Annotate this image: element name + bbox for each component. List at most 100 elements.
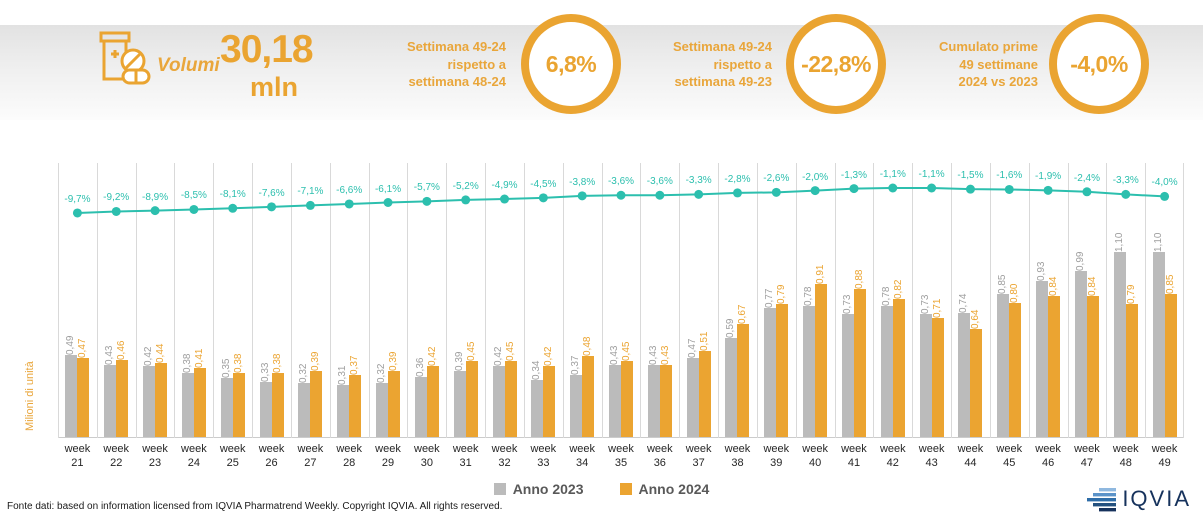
bar-anno-2024	[1125, 304, 1138, 437]
bar-value-label: 0,46	[116, 340, 128, 360]
bar-value-label: 0,79	[1125, 284, 1137, 305]
week-label: week 41	[841, 443, 867, 469]
week-label: week 33	[530, 443, 557, 469]
data-source-note: Fonte dati: based on information license…	[7, 501, 503, 512]
line-dot	[189, 204, 199, 214]
gridline	[96, 163, 98, 438]
week-label: week 45	[996, 443, 1023, 469]
week-label: week 39	[763, 443, 790, 469]
bar-value-label: 0,43	[609, 345, 620, 365]
line-dot	[849, 184, 859, 194]
legend-swatch-2024	[619, 483, 632, 495]
bar-value-label: 0,38	[232, 353, 244, 374]
bar-value-label: 0,77	[764, 288, 776, 308]
line-dot	[1004, 184, 1014, 194]
line-dot	[422, 196, 432, 206]
bar-value-label: 0,39	[388, 352, 400, 372]
bar-anno-2023	[414, 376, 427, 437]
line-pct-label: -2,4%	[1073, 172, 1100, 184]
bar-anno-2024	[155, 363, 168, 437]
chart-legend: Anno 2023 Anno 2024	[0, 481, 1203, 497]
bar-value-label: 0,37	[570, 355, 582, 375]
kpi-wow-label: Settimana 49-24 rispetto a settimana 48-…	[407, 39, 506, 90]
bar-value-label: 0,80	[1009, 283, 1021, 303]
bar-anno-2023	[1113, 252, 1126, 437]
bar-value-label: 0,73	[919, 294, 931, 315]
gridline	[640, 163, 642, 438]
bar-anno-2023	[609, 364, 621, 437]
line-dot	[461, 195, 471, 205]
bar-value-label: 0,42	[426, 346, 438, 367]
gridline	[1145, 163, 1147, 438]
line-dot	[111, 206, 121, 216]
kpi-cumulative-value: -4,0%	[1070, 50, 1128, 77]
bar-anno-2024	[77, 358, 90, 437]
bar-value-label: 0,43	[647, 345, 659, 365]
legend-label-2024: Anno 2024	[638, 481, 710, 497]
gridline	[368, 163, 370, 438]
week-label: week 34	[569, 443, 595, 469]
bar-anno-2023	[143, 366, 156, 437]
gridline	[407, 163, 409, 438]
bar-anno-2024	[621, 361, 633, 437]
line-dot	[888, 183, 898, 193]
line-dot	[1043, 185, 1053, 195]
bar-anno-2023	[65, 354, 78, 437]
volume-value: 30,18	[220, 28, 314, 71]
week-label: week 36	[646, 443, 673, 469]
gridline	[135, 163, 137, 438]
iqvia-logo-text: IQVIA	[1122, 486, 1191, 511]
line-dot	[267, 202, 277, 212]
week-label: week 48	[1112, 443, 1139, 469]
gridline	[290, 163, 292, 438]
legend-item-2023: Anno 2023	[493, 481, 584, 497]
week-label: week 27	[297, 443, 324, 469]
bar-value-label: 0,42	[143, 346, 155, 367]
kpi-cumulative-circle: -4,0%	[1049, 14, 1149, 114]
line-dot	[732, 188, 742, 198]
bar-anno-2023	[803, 305, 816, 437]
week-label: week 47	[1074, 443, 1100, 469]
line-pct-label: -3,3%	[1112, 175, 1139, 187]
week-label: week 43	[918, 443, 945, 469]
bar-value-label: 0,74	[958, 293, 970, 313]
bar-value-label: 0,82	[892, 279, 904, 300]
gridline	[1106, 163, 1108, 438]
bar-anno-2024	[310, 371, 323, 437]
line-dot	[72, 208, 82, 218]
gridline	[523, 163, 525, 438]
line-pct-label: -1,5%	[957, 170, 984, 182]
line-dot	[538, 193, 548, 203]
week-label: week 44	[957, 443, 984, 469]
bar-value-label: 0,78	[880, 286, 892, 306]
week-label: week 32	[491, 443, 518, 469]
line-pct-label: -8,9%	[142, 191, 169, 203]
bar-value-label: 0,42	[492, 346, 504, 367]
bar-value-label: 0,48	[582, 336, 594, 357]
bar-value-label: 0,32	[376, 363, 388, 384]
week-label: week 42	[879, 443, 906, 469]
bar-value-label: 0,45	[621, 341, 632, 362]
week-label: week 40	[802, 443, 828, 469]
line-pct-label: -1,3%	[840, 169, 868, 181]
bar-anno-2024	[1048, 295, 1061, 437]
gridline	[1067, 163, 1069, 438]
line-pct-label: -5,2%	[452, 180, 479, 192]
week-label: week 29	[375, 443, 401, 469]
bar-value-label: 0,85	[997, 274, 1009, 295]
gridline	[1183, 163, 1184, 438]
line-pct-label: -3,8%	[569, 176, 596, 188]
bar-anno-2024	[1164, 294, 1177, 437]
line-dot	[927, 183, 937, 193]
bar-anno-2023	[919, 314, 932, 437]
legend-label-2023: Anno 2023	[512, 481, 584, 497]
week-label: week 22	[103, 443, 130, 469]
line-pct-label: -8,5%	[180, 190, 207, 202]
bar-anno-2024	[271, 373, 284, 437]
line-pct-label: -1,1%	[879, 169, 906, 180]
bar-value-label: 0,44	[155, 343, 167, 364]
gridline	[718, 163, 720, 438]
bar-anno-2024	[659, 364, 672, 437]
gridline	[989, 163, 991, 438]
line-pct-label: -2,8%	[724, 173, 751, 185]
